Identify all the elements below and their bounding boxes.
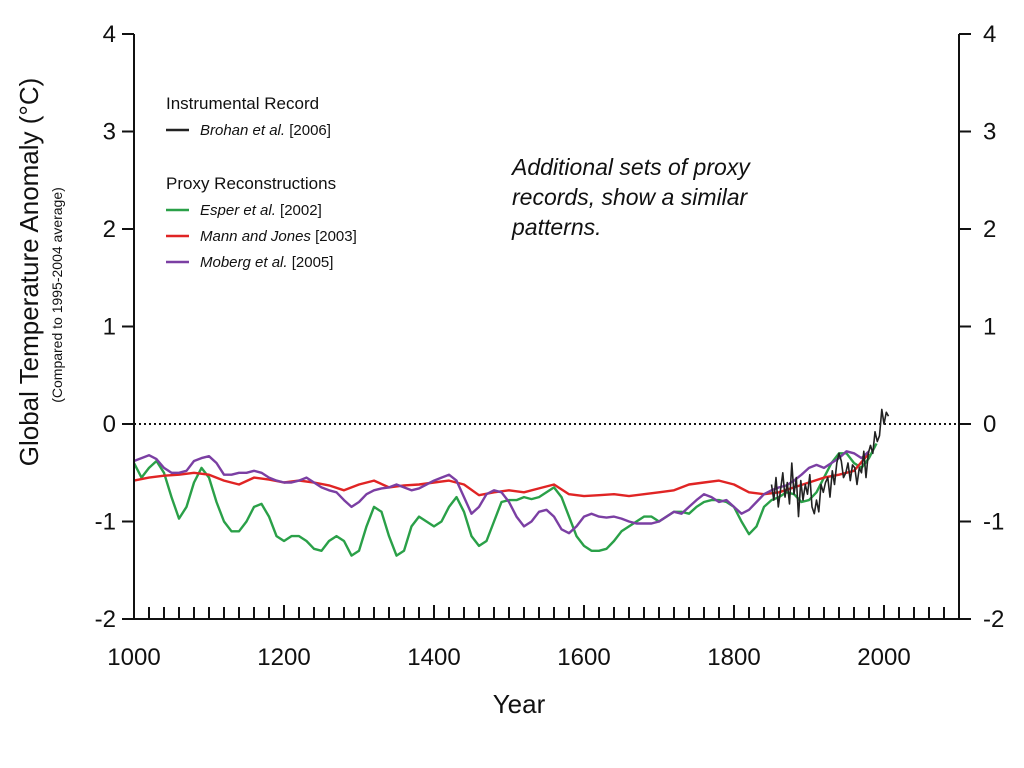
legend-entry-name: Mann and Jones	[200, 228, 315, 245]
legend-group-title: Instrumental Record	[166, 94, 319, 113]
x-tick-label: 1000	[107, 644, 160, 671]
x-axis-title: Year	[493, 689, 546, 719]
y-tick-label-right: -2	[983, 606, 1004, 633]
y-tick-label-right: 3	[983, 119, 996, 146]
y-tick-label-right: 4	[983, 21, 996, 48]
series-line-esper-et-al-2002	[132, 442, 878, 557]
legend-group-title: Proxy Reconstructions	[166, 174, 336, 193]
legend-entry-year: [2006]	[289, 122, 331, 139]
x-tick-label: 1800	[707, 644, 760, 671]
x-tick-label: 2000	[857, 644, 910, 671]
y-tick-label-left: 0	[103, 411, 116, 438]
series-line-mann-and-jones-2003	[133, 452, 870, 498]
series-layer	[132, 408, 890, 557]
legend: Instrumental Record Brohan et al. [2006] P…	[166, 94, 357, 271]
legend-entry: Moberg et al. [2005]	[200, 254, 333, 271]
y-axis-subtitle: (Compared to 1995-2004 average)	[49, 187, 65, 403]
y-tick-label-left: 2	[103, 216, 116, 243]
y-tick-label-right: 2	[983, 216, 996, 243]
y-tick-label-left: -1	[95, 509, 116, 536]
legend-entry: Mann and Jones [2003]	[200, 228, 357, 245]
y-tick-label-left: 4	[103, 21, 116, 48]
series-line-brohan-et-al-2006	[770, 408, 890, 518]
y-tick-label-right: -1	[983, 509, 1004, 536]
series-line-moberg-et-al-2005	[133, 450, 870, 535]
legend-entry-name: Brohan et al.	[200, 122, 289, 139]
y-tick-label-left: 3	[103, 119, 116, 146]
legend-entry-name: Moberg et al.	[200, 254, 292, 271]
x-tick-label: 1600	[557, 644, 610, 671]
x-tick-label: 1400	[407, 644, 460, 671]
x-tick-label: 1200	[257, 644, 310, 671]
legend-entry-year: [2003]	[315, 228, 357, 245]
y-tick-label-left: -2	[95, 606, 116, 633]
y-tick-label-right: 1	[983, 314, 996, 341]
y-tick-label-right: 0	[983, 411, 996, 438]
chart-annotation: Additional sets of proxy records, show a…	[512, 154, 750, 240]
legend-entry: Brohan et al. [2006]	[200, 122, 331, 139]
y-axis-title: Global Temperature Anomaly (°C)	[14, 78, 44, 467]
legend-entry-year: [2002]	[280, 202, 322, 219]
axis-ticks: -2 -2 -1 -1 0 0 1 1 2 2 3 3 4 4 1000 1200 1400 1600 1800 20…	[95, 21, 1005, 671]
legend-entry: Esper et al. [2002]	[200, 202, 322, 219]
legend-entry-year: [2005]	[292, 254, 334, 271]
y-tick-label-left: 1	[103, 314, 116, 341]
legend-entry-name: Esper et al.	[200, 202, 280, 219]
